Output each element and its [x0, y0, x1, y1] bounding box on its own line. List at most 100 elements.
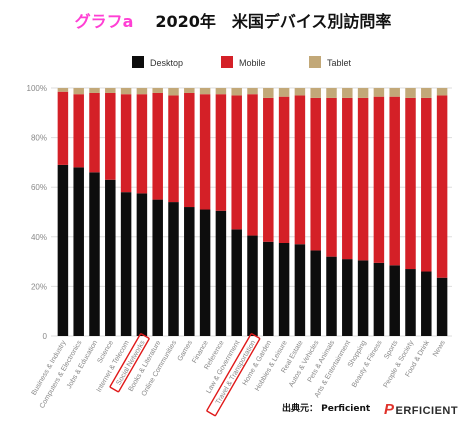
bar-desktop-computers-and-electronics — [73, 167, 84, 336]
chart-tag: グラフa — [74, 12, 134, 31]
bar-desktop-pets-and-animals — [326, 256, 337, 336]
bar-desktop-autos-and-vehicles — [310, 250, 321, 336]
bar-mobile-people-and-society — [405, 97, 416, 270]
bar-desktop-home-and-garden — [263, 241, 274, 336]
legend-swatch-mobile — [221, 56, 233, 68]
bar-mobile-jobs-and-education — [89, 92, 100, 173]
legend-swatch-tablet — [309, 56, 321, 68]
bar-mobile-beauty-and-fitness — [373, 96, 385, 263]
bar-desktop-books-and-literature — [152, 199, 163, 336]
bar-tablet-social-networks — [136, 88, 148, 95]
bar-desktop-games — [184, 207, 195, 336]
legend-label-mobile: Mobile — [239, 58, 266, 68]
bar-mobile-law-and-government — [231, 95, 242, 230]
bar-mobile-social-networks — [136, 94, 148, 194]
bar-mobile-sports — [389, 96, 400, 266]
bar-tablet-arts-and-entertainment — [342, 88, 353, 98]
bar-desktop-arts-and-entertainment — [342, 259, 353, 336]
perficient-logo: PERFICIENT — [384, 401, 458, 418]
bar-desktop-food-and-drink — [421, 271, 432, 336]
bar-desktop-shopping — [357, 260, 369, 336]
x-tick-label-news: News — [432, 339, 447, 358]
y-tick-label: 40% — [31, 233, 47, 242]
bar-tablet-hobbies-and-leisure — [278, 88, 290, 97]
legend-label-desktop: Desktop — [150, 58, 183, 68]
legend-label-tablet: Tablet — [327, 58, 352, 68]
bar-desktop-news — [436, 277, 448, 336]
bar-mobile-shopping — [357, 97, 369, 261]
bar-desktop-law-and-government — [231, 229, 242, 336]
bar-desktop-internet-and-telecom — [120, 192, 132, 336]
bar-tablet-jobs-and-education — [89, 88, 100, 93]
bar-mobile-hobbies-and-leisure — [278, 96, 290, 244]
bar-tablet-autos-and-vehicles — [310, 88, 321, 98]
x-tick-label-sports: Sports — [383, 339, 399, 360]
bar-mobile-news — [436, 95, 448, 278]
bar-tablet-internet-and-telecom — [120, 88, 132, 95]
bar-tablet-news — [436, 88, 448, 96]
chart-title: グラフa 2020年 米国デバイス別訪問率 — [0, 8, 466, 32]
bar-mobile-pets-and-animals — [326, 97, 337, 257]
bar-desktop-business-and-industry — [57, 164, 69, 336]
bar-tablet-books-and-literature — [152, 88, 163, 93]
legend-swatch-desktop — [132, 56, 144, 68]
y-tick-label: 20% — [31, 282, 47, 291]
chart-title-text: 2020年 米国デバイス別訪問率 — [155, 12, 392, 31]
y-tick-label: 100% — [27, 84, 47, 93]
bar-mobile-arts-and-entertainment — [342, 97, 353, 260]
y-tick-label: 80% — [31, 134, 47, 143]
bar-mobile-online-communities — [168, 95, 179, 203]
bar-mobile-finance — [199, 94, 211, 210]
bar-tablet-business-and-industry — [57, 88, 69, 92]
bar-desktop-real-estate — [294, 244, 306, 336]
bar-tablet-home-and-garden — [263, 88, 274, 98]
bar-tablet-people-and-society — [405, 88, 416, 98]
y-tick-label: 0 — [43, 332, 48, 341]
bar-tablet-games — [184, 88, 195, 93]
bar-mobile-home-and-garden — [263, 97, 274, 242]
bar-tablet-travel-and-transportation — [247, 88, 258, 95]
bar-tablet-real-estate — [294, 88, 306, 96]
bar-tablet-reference — [215, 88, 227, 95]
bar-tablet-shopping — [357, 88, 369, 98]
source-credit: 出典元： Perficient — [282, 404, 371, 414]
bar-mobile-computers-and-electronics — [73, 94, 84, 168]
bar-mobile-games — [184, 92, 195, 208]
bar-tablet-computers-and-electronics — [73, 88, 84, 95]
bar-mobile-travel-and-transportation — [247, 94, 258, 236]
bar-tablet-pets-and-animals — [326, 88, 337, 98]
logo-mark: P — [384, 401, 395, 418]
bar-desktop-jobs-and-education — [89, 172, 100, 336]
bar-mobile-reference — [215, 94, 227, 211]
bar-mobile-autos-and-vehicles — [310, 97, 321, 251]
bar-tablet-online-communities — [168, 88, 179, 96]
y-tick-label: 60% — [31, 183, 47, 192]
bar-mobile-science — [105, 92, 116, 180]
bar-desktop-beauty-and-fitness — [373, 262, 385, 336]
highlight-box-social-networks — [109, 333, 150, 393]
bar-desktop-online-communities — [168, 202, 179, 336]
bar-desktop-travel-and-transportation — [247, 235, 258, 336]
bar-tablet-finance — [199, 88, 211, 95]
bar-tablet-beauty-and-fitness — [373, 88, 385, 97]
bar-tablet-science — [105, 88, 116, 93]
x-tick-label-beauty-and-fitness: Beauty & Fitness — [351, 339, 384, 389]
bar-mobile-business-and-industry — [57, 91, 69, 165]
bar-desktop-people-and-society — [405, 269, 416, 336]
bar-mobile-real-estate — [294, 95, 306, 245]
x-tick-label-jobs-and-education: Jobs & Education — [66, 339, 99, 390]
bar-mobile-food-and-drink — [421, 97, 432, 272]
bar-tablet-law-and-government — [231, 88, 242, 96]
bar-mobile-internet-and-telecom — [120, 94, 132, 193]
bar-mobile-books-and-literature — [152, 92, 163, 200]
highlight-box-travel-and-transportation — [206, 333, 261, 417]
bar-desktop-hobbies-and-leisure — [278, 243, 290, 336]
bar-desktop-reference — [215, 210, 227, 336]
bar-tablet-food-and-drink — [421, 88, 432, 98]
logo-text: ERFICIENT — [395, 405, 459, 417]
bar-desktop-science — [105, 179, 116, 336]
bar-desktop-social-networks — [136, 193, 148, 336]
bar-tablet-sports — [389, 88, 400, 97]
bar-desktop-finance — [199, 209, 211, 336]
